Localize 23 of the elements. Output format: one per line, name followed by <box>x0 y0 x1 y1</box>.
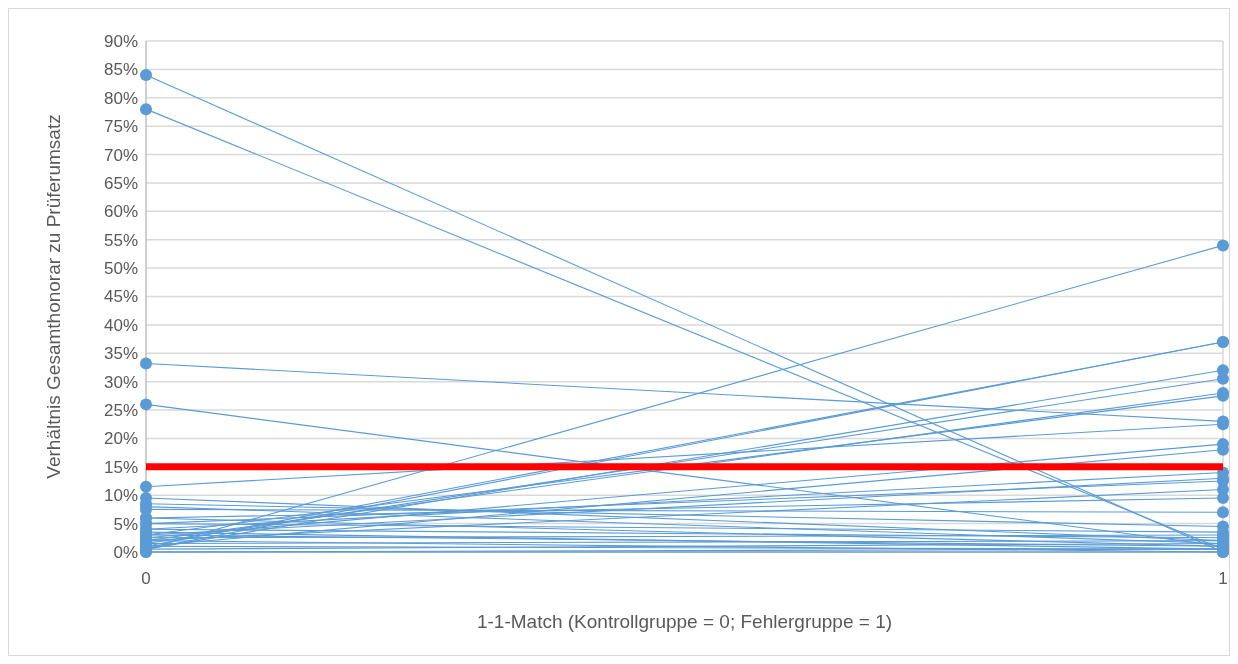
y-tick-label: 30% <box>103 372 138 392</box>
y-tick-label: 50% <box>103 259 138 279</box>
y-tick-label: 65% <box>103 173 138 193</box>
y-axis-title: Verhältnis Gesamthonorar zu Prüferumsatz <box>43 114 64 479</box>
y-tick-label: 25% <box>103 401 138 421</box>
y-tick-label: 10% <box>103 486 138 506</box>
y-tick-label: 40% <box>103 315 138 335</box>
y-tick-label: 90% <box>103 31 138 51</box>
y-tick-label: 55% <box>103 230 138 250</box>
y-tick-label: 0% <box>113 542 138 562</box>
y-tick-label: 20% <box>103 429 138 449</box>
y-tick-label: 35% <box>103 344 138 364</box>
y-tick-label: 60% <box>103 202 138 222</box>
y-tick-label: 75% <box>103 117 138 137</box>
y-tick-label: 70% <box>103 145 138 165</box>
y-tick-label: 85% <box>103 60 138 80</box>
y-tick-label: 80% <box>103 88 138 108</box>
x-axis-title: 1-1-Match (Kontrollgruppe = 0; Fehlergruppe = 1) <box>476 611 893 632</box>
y-tick-label: 15% <box>103 457 138 477</box>
y-tick-label: 45% <box>103 287 138 307</box>
y-tick-label: 5% <box>113 514 138 534</box>
x-tick-label: 0 <box>141 569 151 588</box>
x-tick-label: 1 <box>1218 569 1228 588</box>
